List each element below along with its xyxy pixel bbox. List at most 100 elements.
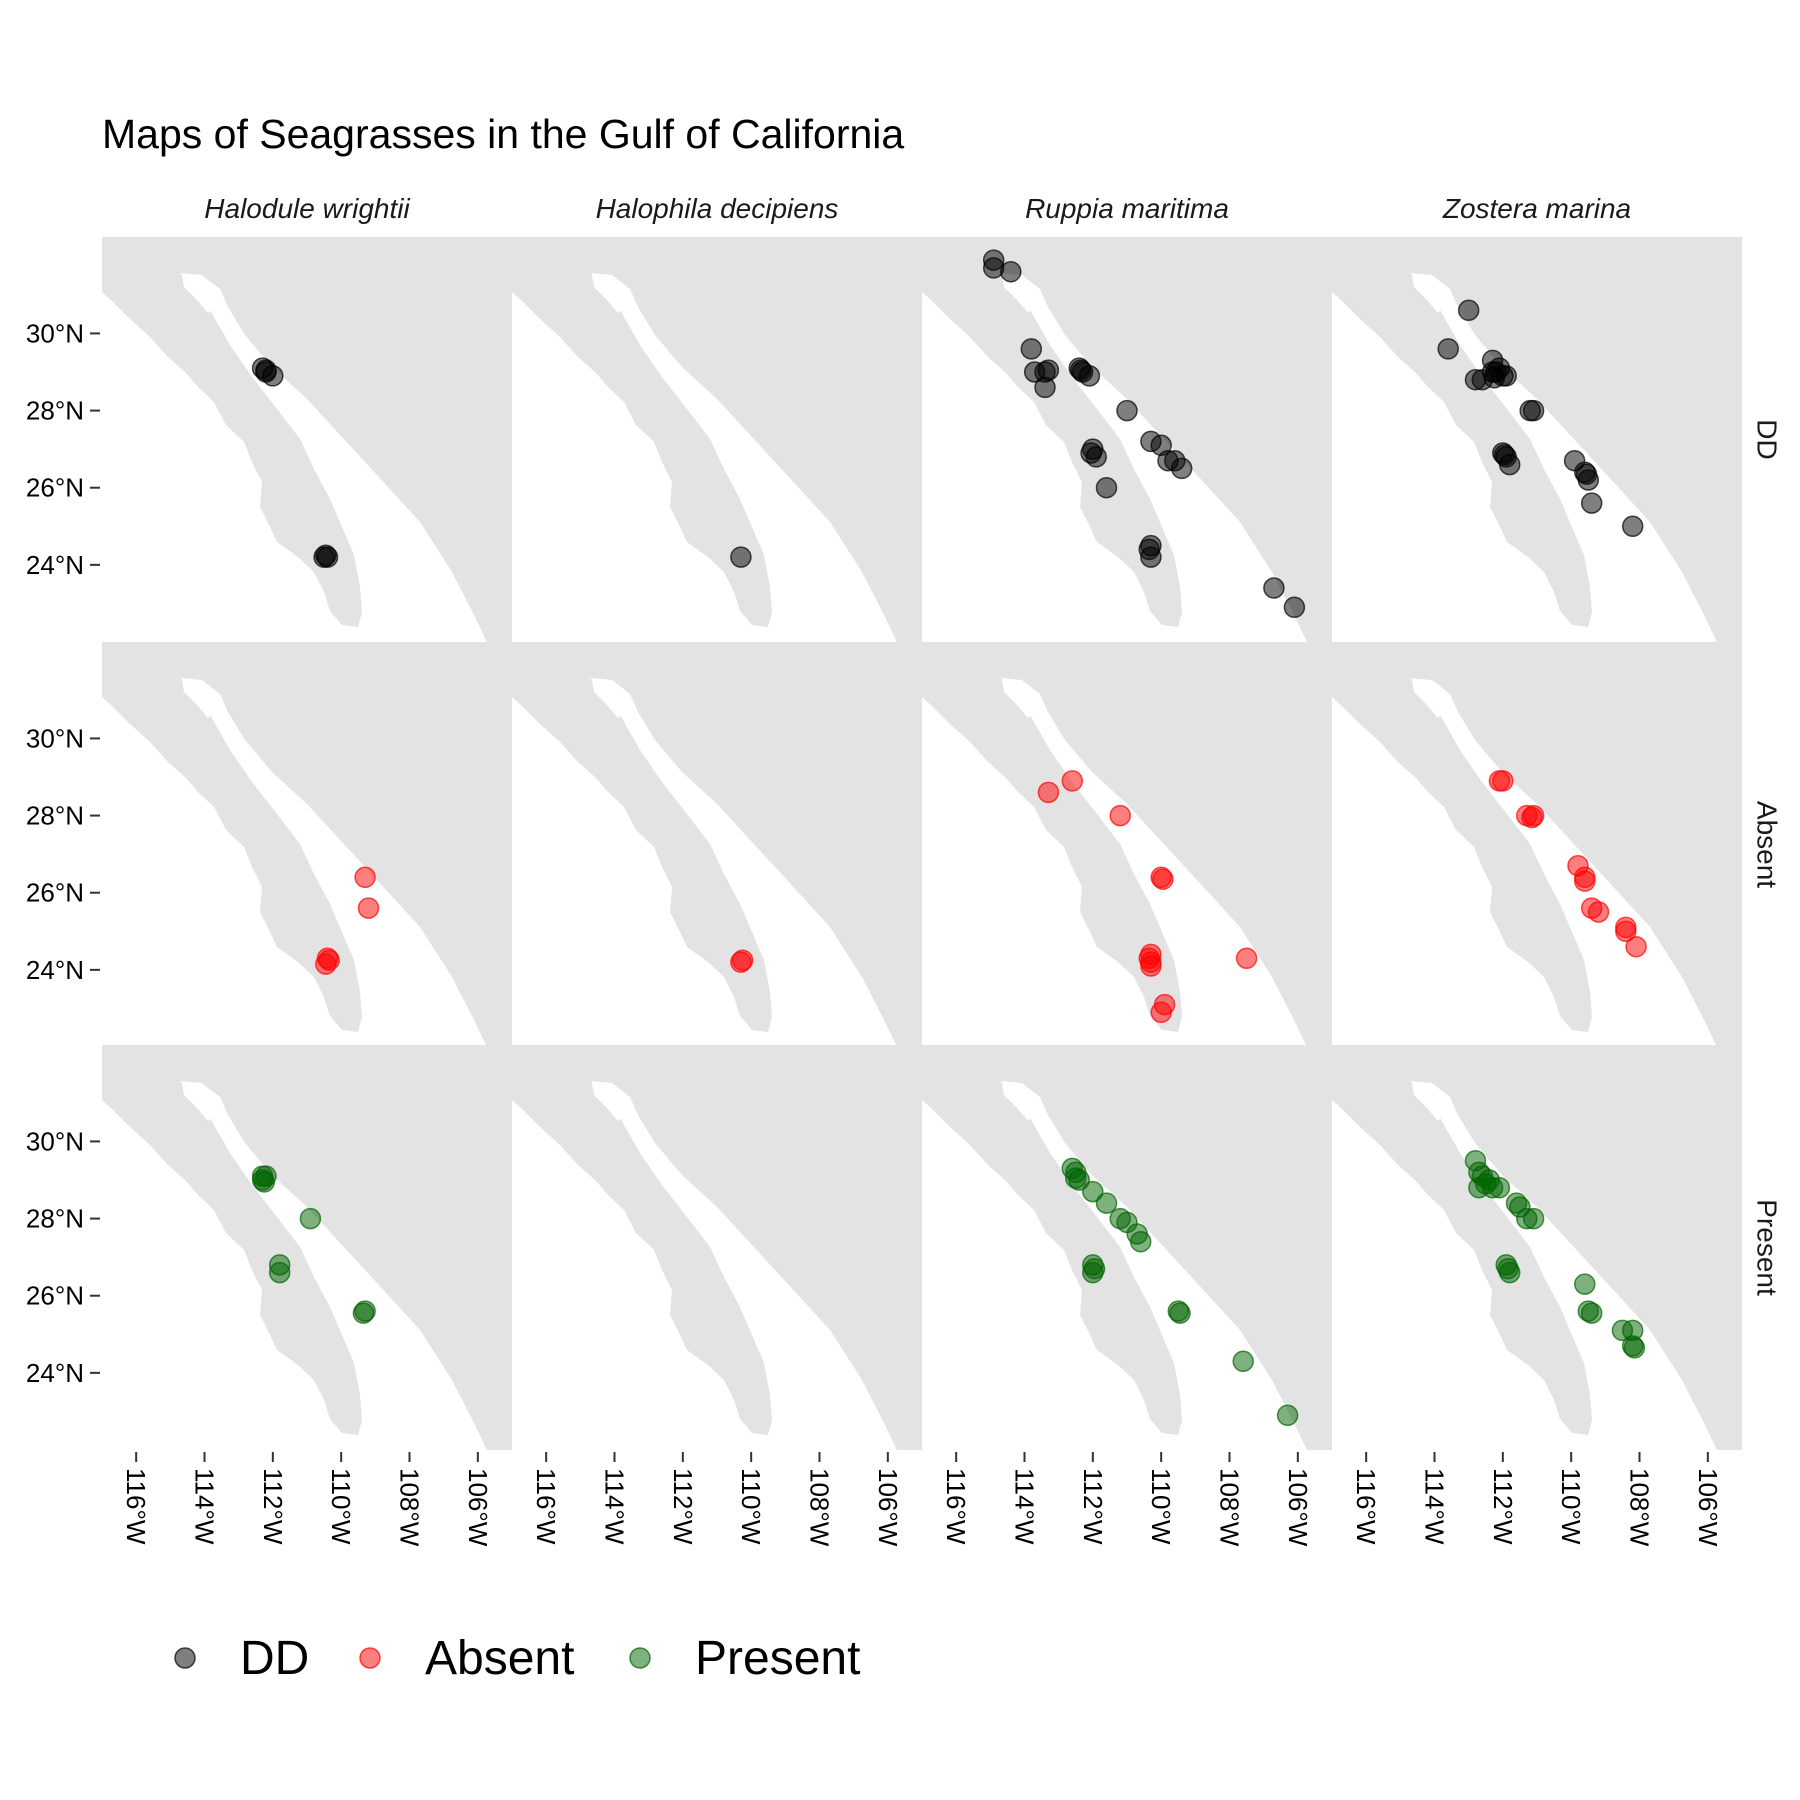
x-tick-label: 108°W <box>805 1468 835 1547</box>
point-dd <box>1263 577 1285 599</box>
land-area <box>102 1045 512 1450</box>
y-tick-label: 28°N <box>26 801 84 831</box>
x-tick-label: 108°W <box>1625 1468 1655 1547</box>
point-absent <box>1235 947 1258 970</box>
x-tick-label: 114°W <box>190 1468 220 1545</box>
row-strip-label-absent: Absent <box>1752 801 1783 888</box>
point-dd <box>1621 515 1644 538</box>
point-absent <box>1037 781 1060 804</box>
point-dd <box>1138 538 1160 561</box>
point-absent <box>1615 920 1637 943</box>
point-dd <box>1080 442 1102 464</box>
y-tick-label: 24°N <box>26 1358 84 1388</box>
point-absent <box>1625 935 1647 958</box>
point-dd <box>1116 399 1138 422</box>
x-tick-label: 114°W <box>600 1468 630 1545</box>
y-tick-label: 24°N <box>26 550 84 580</box>
land-area <box>1332 642 1742 1047</box>
panel-present-halodule-wrightii <box>102 1045 512 1450</box>
x-axes: 116°W 114°W 112°W 110°W 108°W 106°W 116°W 114°W… <box>121 1452 1723 1547</box>
strip-label-ruppia-maritima: Ruppia maritima <box>1025 193 1229 224</box>
legend-label-dd: DD <box>240 1632 309 1685</box>
point-present <box>1580 1302 1603 1324</box>
point-absent <box>1574 870 1596 892</box>
point-absent <box>1587 901 1610 923</box>
land-area <box>1332 237 1742 642</box>
point-present <box>1083 1257 1106 1280</box>
point-present <box>1488 1176 1511 1199</box>
panel-absent-ruppia-maritima <box>922 642 1332 1047</box>
point-present <box>1276 1404 1299 1427</box>
panel-absent-halodule-wrightii <box>102 642 512 1047</box>
point-dd <box>1457 299 1480 322</box>
point-absent <box>1521 806 1543 829</box>
point-present <box>1623 1337 1646 1359</box>
point-dd <box>1000 260 1022 283</box>
y-tick-label: 30°N <box>26 723 84 753</box>
panel-absent-halophila-decipiens <box>512 642 922 1047</box>
x-tick-label: 110°W <box>736 1468 766 1545</box>
legend-label-absent: Absent <box>425 1632 574 1685</box>
y-tick-label: 26°N <box>26 878 84 908</box>
point-dd <box>1283 596 1306 619</box>
legend-key-dd <box>174 1647 196 1669</box>
x-tick-label: 108°W <box>395 1468 425 1547</box>
point-dd <box>1580 492 1603 514</box>
x-tick-label: 106°W <box>463 1468 493 1547</box>
point-absent <box>1150 1001 1172 1024</box>
x-tick-label: 116°W <box>531 1468 561 1545</box>
x-tick-label: 114°W <box>1420 1468 1450 1545</box>
panel-dd-zostera-marina <box>1332 237 1742 642</box>
point-present <box>1232 1350 1254 1373</box>
chart-title: Maps of Seagrasses in the Gulf of Califo… <box>102 111 904 157</box>
point-present <box>1468 1176 1490 1199</box>
panel-absent-zostera-marina <box>1332 642 1742 1047</box>
point-present <box>268 1261 291 1284</box>
legend-key-present <box>629 1647 651 1669</box>
x-tick-label: 116°W <box>1351 1468 1381 1545</box>
x-tick-label: 112°W <box>668 1468 698 1545</box>
point-dd <box>255 359 277 381</box>
x-tick-label: 106°W <box>873 1468 903 1547</box>
land-area <box>102 642 512 1047</box>
legend-key-absent <box>359 1647 381 1669</box>
point-dd <box>1037 359 1060 381</box>
legend-label-present: Present <box>695 1632 860 1685</box>
point-present <box>299 1207 322 1230</box>
y-tick-label: 26°N <box>26 473 84 503</box>
land-area <box>512 1045 922 1450</box>
x-tick-label: 106°W <box>1283 1468 1313 1547</box>
panel-present-halophila-decipiens <box>512 1045 922 1450</box>
column-strips: Halodule wrightii Halophila decipiens Rupp… <box>204 193 1631 224</box>
y-axes: 30°N 28°N 26°N 24°N 30°N 28°N 26°N 24°N 30°N 28°N… <box>26 318 100 1388</box>
panel-dd-halophila-decipiens <box>512 237 922 642</box>
point-absent <box>731 949 754 971</box>
point-present <box>1129 1230 1152 1253</box>
x-tick-label: 110°W <box>1146 1468 1176 1545</box>
facet-panels <box>102 237 1742 1450</box>
panel-dd-halodule-wrightii <box>102 237 512 642</box>
point-dd <box>1483 367 1506 389</box>
point-dd <box>1522 399 1545 422</box>
point-present <box>1169 1302 1191 1324</box>
x-tick-label: 114°W <box>1010 1468 1040 1545</box>
point-dd <box>1095 476 1118 499</box>
point-absent <box>357 897 380 919</box>
row-strip-label-present: Present <box>1752 1199 1783 1296</box>
land-area <box>922 1045 1332 1450</box>
panel-present-ruppia-maritima <box>922 1045 1332 1450</box>
y-tick-label: 24°N <box>26 955 84 985</box>
x-tick-label: 110°W <box>1556 1468 1586 1545</box>
land-area <box>922 642 1332 1047</box>
x-tick-label: 110°W <box>326 1468 356 1545</box>
point-dd <box>1170 457 1193 480</box>
point-present <box>1082 1180 1104 1203</box>
x-tick-label: 112°W <box>1488 1468 1518 1545</box>
point-dd <box>1493 444 1516 466</box>
x-tick-label: 112°W <box>258 1468 288 1545</box>
point-dd <box>1575 463 1598 485</box>
y-tick-label: 28°N <box>26 396 84 426</box>
land-area <box>1332 1045 1742 1450</box>
point-absent <box>354 866 376 889</box>
